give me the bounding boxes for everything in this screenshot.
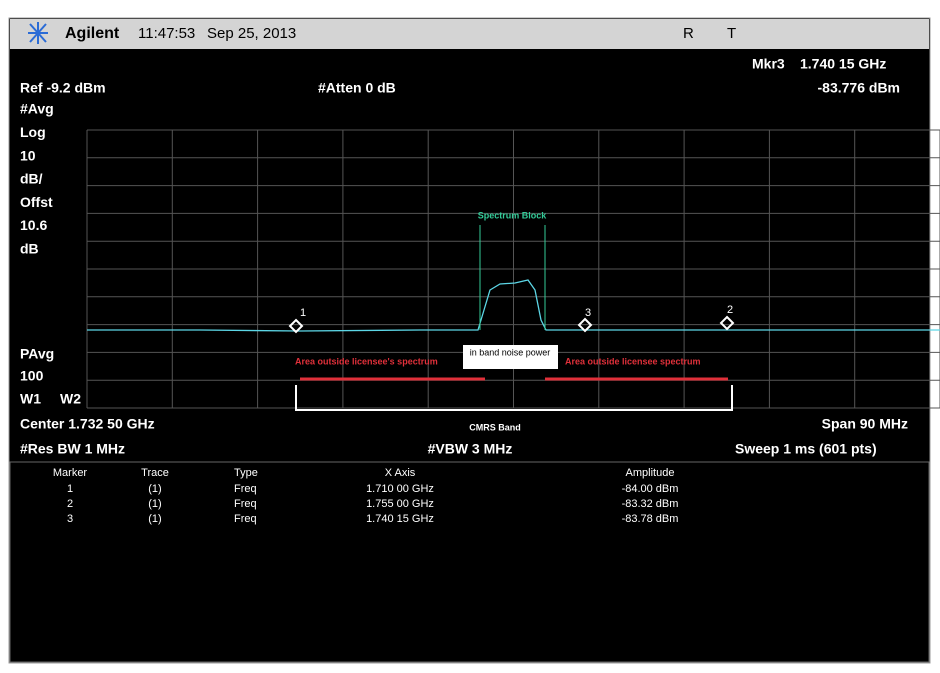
table-cell: (1) xyxy=(148,513,161,525)
column-header: Trace xyxy=(141,467,169,479)
cmrs-bracket xyxy=(295,385,733,411)
left-label: #Avg xyxy=(20,101,54,117)
left-label: 10.6 xyxy=(20,217,47,233)
column-header: Amplitude xyxy=(626,467,675,479)
trace xyxy=(87,279,940,332)
res-bw: #Res BW 1 MHz xyxy=(20,441,125,457)
left-label: W2 xyxy=(60,391,81,407)
table-cell: Freq xyxy=(234,513,257,525)
table-cell: 1.740 15 GHz xyxy=(366,513,434,525)
left-label: Offst xyxy=(20,194,53,210)
left-label: dB xyxy=(20,241,39,257)
time: 11:47:53 xyxy=(138,25,195,42)
column-header: Type xyxy=(234,467,258,479)
cmrs-label: CMRS Band xyxy=(469,422,521,432)
spectrum-block: Spectrum Block xyxy=(478,210,548,220)
table-cell: 3 xyxy=(67,513,73,525)
vbw: #VBW 3 MHz xyxy=(428,441,513,457)
span: Span 90 MHz xyxy=(822,416,908,432)
table-cell: 1.710 00 GHz xyxy=(366,483,434,495)
table-cell: 1 xyxy=(67,483,73,495)
table-cell: 1.755 00 GHz xyxy=(366,498,434,510)
marker-label: Mkr3 xyxy=(752,56,785,72)
table-body: Marker Trace Type X Axis Amplitude 1 (1) Freq 1.… xyxy=(53,467,679,525)
title-texts: Agilent 11:47:53 Sep 25, 2013 R T xyxy=(65,25,736,42)
table-cell: Freq xyxy=(234,498,257,510)
logo xyxy=(28,22,48,44)
table-cell: -83.32 dBm xyxy=(622,498,679,510)
table-cell: -83.78 dBm xyxy=(622,513,679,525)
marker-freq: 1.740 15 GHz xyxy=(800,56,886,72)
marker-table xyxy=(9,461,930,663)
table-cell: (1) xyxy=(148,483,161,495)
table-cell: Freq xyxy=(234,483,257,495)
center-freq: Center 1.732 50 GHz xyxy=(20,416,155,432)
title-bar xyxy=(10,19,929,49)
column-header: Marker xyxy=(53,467,88,479)
outside-left: Area outside licensee's spectrum xyxy=(295,356,438,366)
column-header: X Axis xyxy=(385,467,416,479)
grid xyxy=(86,129,940,409)
flag: T xyxy=(727,25,736,42)
trace-marker: 2 xyxy=(727,304,733,316)
atten: #Atten 0 dB xyxy=(318,80,396,96)
ref-level: Ref -9.2 dBm xyxy=(20,80,106,96)
outside-right: Area outside licensee spectrum xyxy=(565,356,701,366)
flag: R xyxy=(683,25,694,42)
trace-marker: 3 xyxy=(585,307,591,319)
left-label: 100 xyxy=(20,368,44,384)
brand: Agilent xyxy=(65,25,120,42)
table-cell: -84.00 dBm xyxy=(622,483,679,495)
in-band-box xyxy=(463,345,558,369)
in-band: in band noise power xyxy=(470,347,551,357)
date: Sep 25, 2013 xyxy=(207,25,296,42)
trace-marker: 1 xyxy=(300,307,306,319)
marker-amplitude: -83.776 dBm xyxy=(818,80,900,96)
left-label: 10 xyxy=(20,147,36,163)
table-cell: 2 xyxy=(67,498,73,510)
left-label: Log xyxy=(20,124,46,140)
left-label: W1 xyxy=(20,391,41,407)
sweep: Sweep 1 ms (601 pts) xyxy=(735,441,877,457)
left-label: PAvg xyxy=(20,346,54,362)
marker-diamonds xyxy=(288,315,735,334)
table-cell: (1) xyxy=(148,498,161,510)
left-label: dB/ xyxy=(20,171,43,187)
